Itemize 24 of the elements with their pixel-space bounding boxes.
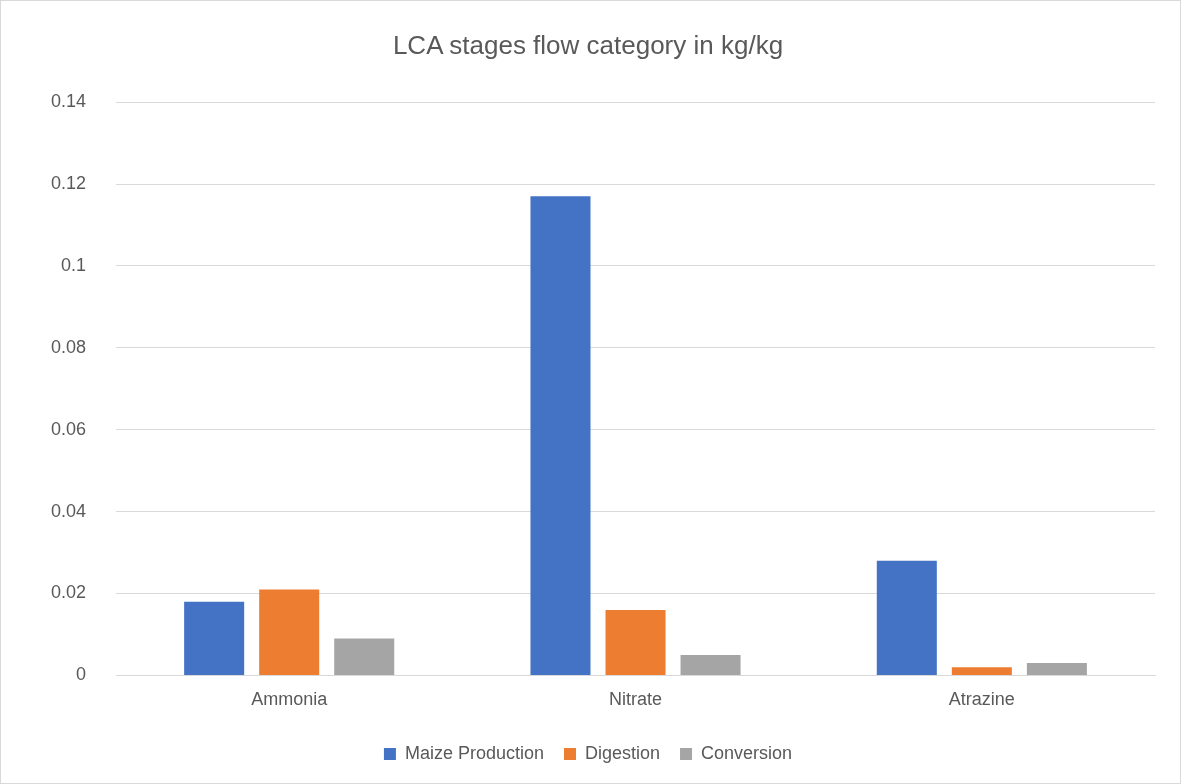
y-tick-label: 0 bbox=[76, 664, 87, 685]
legend-label: Maize Production bbox=[404, 742, 544, 763]
bar bbox=[680, 654, 741, 675]
legend-label: Digestion bbox=[584, 742, 661, 763]
x-tick-label: Nitrate bbox=[609, 689, 663, 710]
y-tick-label: 0.1 bbox=[61, 254, 87, 275]
chart-title: LCA stages flow category in kg/kg bbox=[392, 29, 784, 60]
bar bbox=[876, 560, 937, 675]
bar bbox=[530, 196, 591, 675]
bar bbox=[334, 638, 395, 675]
legend-label: Conversion bbox=[701, 742, 793, 763]
bar bbox=[259, 589, 320, 675]
bar bbox=[1026, 663, 1087, 675]
bar bbox=[951, 667, 1012, 675]
y-tick-label: 0.06 bbox=[50, 418, 87, 439]
x-tick-label: Atrazine bbox=[948, 689, 1015, 710]
y-tick-label: 0.02 bbox=[50, 582, 87, 603]
y-tick-label: 0.08 bbox=[50, 336, 87, 357]
y-tick-label: 0.12 bbox=[50, 173, 87, 194]
x-tick-label: Ammonia bbox=[251, 689, 329, 710]
y-tick-label: 0.14 bbox=[50, 91, 87, 112]
bar bbox=[605, 609, 666, 675]
y-tick-label: 0.04 bbox=[50, 500, 87, 521]
bar bbox=[184, 601, 245, 675]
